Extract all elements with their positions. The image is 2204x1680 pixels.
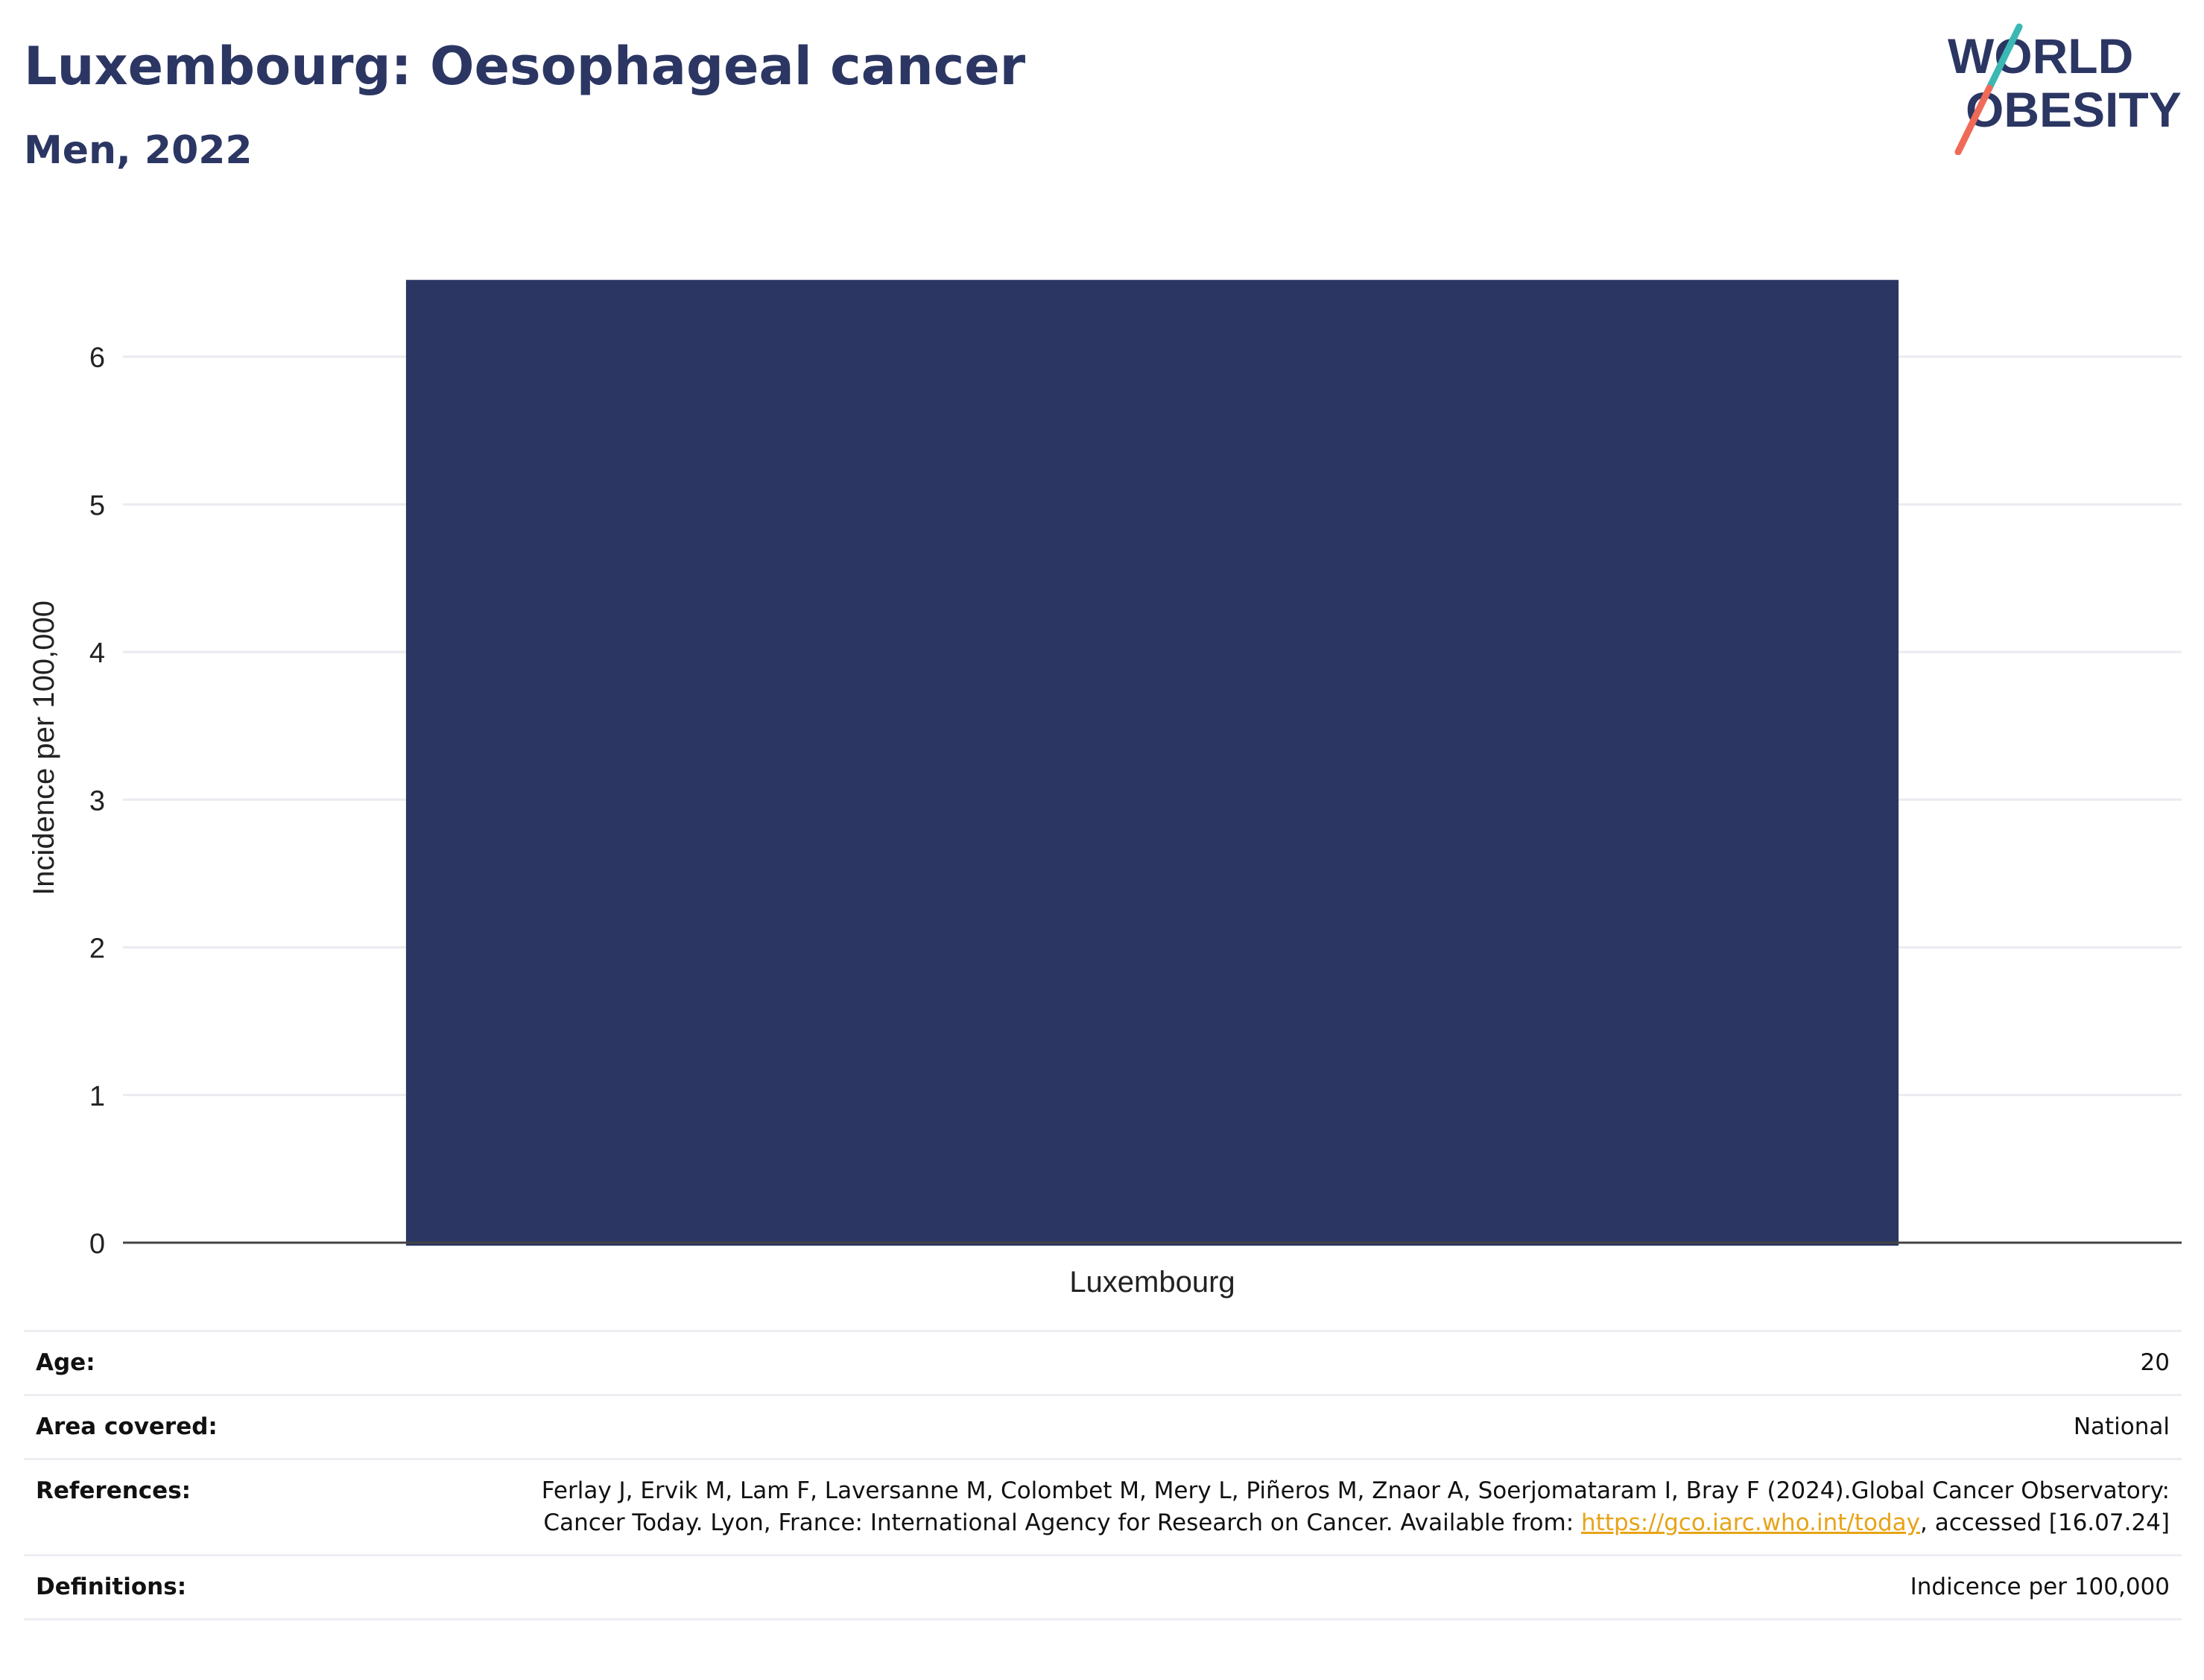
bar[interactable] [405,279,1899,1246]
bar-chart: 0 1 2 3 4 5 6 Luxembourg Incidence per 100,000 [28,279,2182,1299]
y-tick-label: 0 [89,1229,105,1260]
meta-key: References: [24,1458,495,1556]
meta-row-age: Age: 20 [24,1330,2182,1396]
meta-key: Area covered: [24,1394,495,1460]
y-tick-label: 5 [89,490,105,522]
y-tick-labels: 0 1 2 3 4 5 6 [89,343,105,1260]
logo-line2: OBESITY [1966,82,2182,137]
x-tick-label: Luxembourg [1069,1266,1235,1299]
meta-row-area: Area covered: National [24,1394,2182,1460]
meta-value: Indicence per 100,000 [495,1554,2182,1620]
y-tick-label: 3 [89,785,105,817]
y-tick-label: 4 [89,638,105,669]
page-subtitle: Men, 2022 [24,128,253,173]
references-text: Ferlay J, Ervik M, Lam F, Laversanne M, … [541,1477,2170,1536]
references-accessed: , accessed [16.07.24] [1919,1509,2170,1536]
x-tick-labels: Luxembourg [1069,1266,1235,1299]
page-title: Luxembourg: Oesophageal cancer [24,36,1026,97]
bars [405,279,1899,1246]
y-tick-label: 2 [89,933,105,965]
y-tick-label: 6 [89,343,105,374]
meta-key: Age: [24,1330,495,1396]
references-link[interactable]: https://gco.iarc.who.int/today [1581,1509,1920,1536]
meta-row-definitions: Definitions: Indicence per 100,000 [24,1554,2182,1620]
meta-key: Definitions: [24,1554,495,1620]
y-tick-label: 1 [89,1081,105,1112]
world-obesity-logo: WORLD OBESITY [1937,21,2191,156]
meta-value: Ferlay J, Ervik M, Lam F, Laversanne M, … [495,1458,2182,1556]
meta-value: National [495,1394,2182,1460]
meta-row-references: References: Ferlay J, Ervik M, Lam F, La… [24,1458,2182,1556]
logo-line1: WORLD [1948,28,2133,83]
metadata-table: Age: 20 Area covered: National Reference… [24,1330,2182,1620]
meta-value: 20 [495,1330,2182,1396]
y-axis-label: Incidence per 100,000 [28,600,60,896]
